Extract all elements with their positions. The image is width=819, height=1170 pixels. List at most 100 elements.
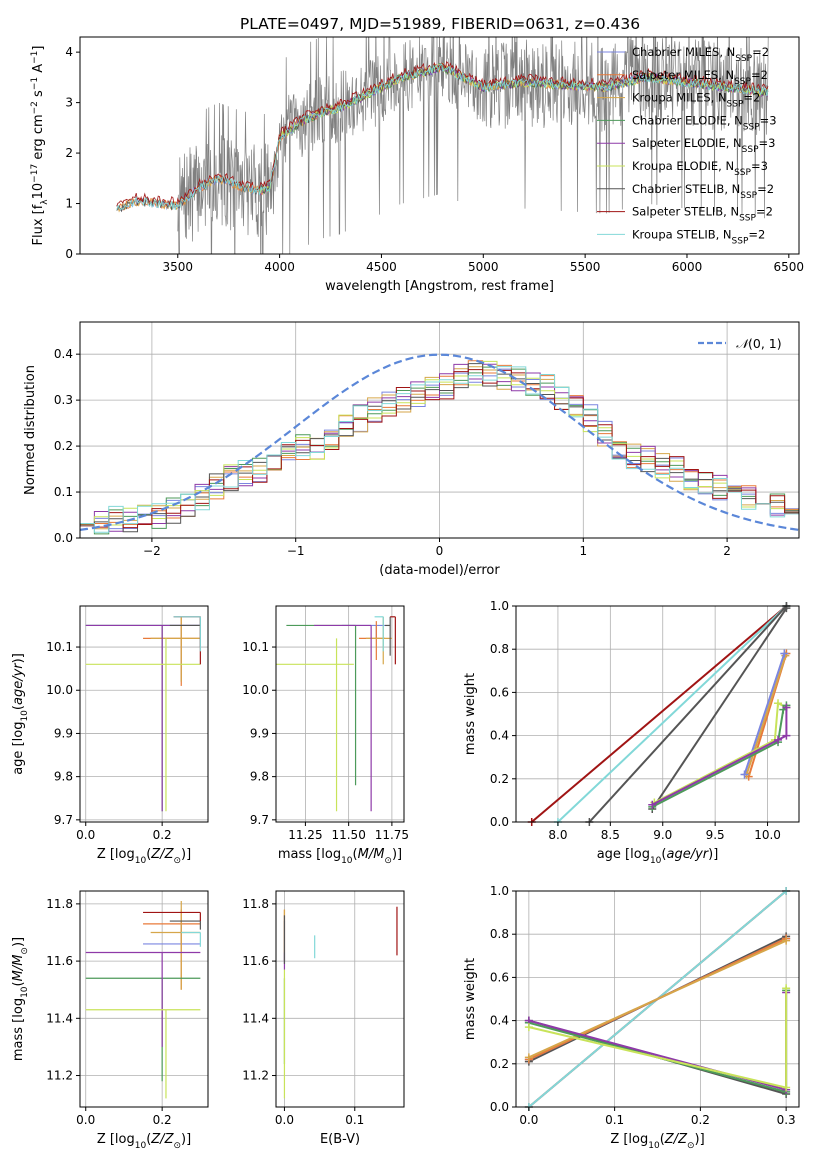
legend-label: 𝒩(0, 1)	[736, 336, 782, 351]
y-tick-label: 11.6	[242, 954, 269, 968]
x-tick-label: 11.50	[331, 828, 365, 842]
x-axis-label: Z [log10(Z/Z⊙)]	[97, 1132, 191, 1151]
model-spectrum-kroupa-stelib	[116, 63, 769, 211]
x-tick-label: 0.0	[76, 1113, 95, 1127]
x-tick-label: 4500	[366, 260, 397, 274]
x-tick-label: 5000	[468, 260, 499, 274]
y-axis-label: age [log10(age/yr)]	[11, 653, 30, 775]
legend-label: Chabrier ELODIE, NSSP=3	[632, 113, 777, 132]
axes-frame	[79, 36, 800, 255]
x-tick-label: 0.1	[605, 1113, 624, 1127]
y-tick-label: 1.0	[490, 884, 509, 898]
x-tick-label: 5500	[570, 260, 601, 274]
y-tick-label: 9.9	[250, 726, 269, 740]
x-tick-label: 11.75	[375, 828, 409, 842]
residuals-panel: −2 −1 0 1 2 0.0 0.1 0.2 0.3 0.4 (data-model)/error…	[23, 321, 800, 578]
y-axis-label: mass [log10(M/M⊙)]	[11, 937, 30, 1061]
histogram-salpeter-elodie	[80, 363, 799, 532]
mass-vs-ebv-panel: 0.0 0.1 11.2 11.4 11.6 11.8 E(B-V)	[242, 890, 405, 1147]
weight-line-salpeter-stelib	[531, 606, 788, 822]
x-tick-label: 0.2	[153, 1113, 172, 1127]
weight-marker	[782, 984, 791, 993]
y-tick-label: 1.0	[490, 599, 509, 613]
x-tick-label: −1	[287, 544, 305, 558]
weight-line-kroupa-elodie	[653, 701, 787, 804]
y-tick-label: 10.0	[46, 683, 73, 697]
x-tick-label: 0	[436, 544, 444, 558]
y-axis-label: mass weight	[463, 958, 478, 1040]
weight-line-kroupa-miles	[528, 939, 787, 1059]
spectrum-panel: 3500 4000 4500 5000 5500 6000 6500 0 1 2 3 4 wavelen…	[30, 36, 805, 294]
weight-line-salpeter-elodie	[651, 707, 788, 806]
y-tick-label: 0.3	[54, 393, 73, 407]
x-tick-label: 11.25	[288, 828, 322, 842]
axes-frame	[515, 890, 800, 1108]
x-axis-label: mass [log10(M/M⊙)]	[278, 847, 402, 866]
x-axis-label: (data-model)/error	[379, 563, 500, 578]
y-tick-label: 0.0	[490, 815, 509, 829]
y-tick-label: 11.8	[242, 897, 269, 911]
x-axis-label: Z [log10(Z/Z⊙)]	[610, 1132, 704, 1151]
x-axis-label: Z [log10(Z/Z⊙)]	[97, 847, 191, 866]
y-tick-label: 9.8	[250, 770, 269, 784]
axes-frame	[515, 605, 800, 823]
y-tick-label: 0.2	[490, 772, 509, 786]
weight-marker	[774, 699, 783, 708]
y-tick-label: 4	[65, 45, 73, 59]
y-tick-label: 11.2	[242, 1069, 269, 1083]
y-tick-label: 0.4	[490, 729, 509, 743]
weight-marker	[782, 703, 791, 712]
x-tick-label: 1	[579, 544, 587, 558]
weight-line-chabrier-stelib	[651, 607, 788, 810]
x-tick-label: 9.5	[706, 828, 725, 842]
histogram-chabrier-stelib	[80, 363, 799, 533]
y-tick-label: 9.9	[54, 726, 73, 740]
x-tick-label: 0.3	[777, 1113, 796, 1127]
y-tick-label: 0	[65, 247, 73, 261]
x-tick-label: 3500	[162, 260, 193, 274]
legend-label: Chabrier STELIB, NSSP=2	[632, 182, 774, 201]
x-axis-label: E(B-V)	[320, 1132, 360, 1147]
y-tick-label: 10.1	[46, 640, 73, 654]
legend-label: Salpeter MILES, NSSP=2	[632, 68, 768, 87]
y-tick-label: 0.1	[54, 485, 73, 499]
y-axis-label: mass weight	[463, 673, 478, 755]
axes-frame	[79, 890, 209, 1108]
y-tick-label: 9.7	[54, 813, 73, 827]
model-spectrum-salpeter-stelib	[116, 61, 769, 207]
charts-layer: 3500 4000 4500 5000 5500 6000 6500 0 1 2 3 4 wavelen…	[11, 36, 805, 1151]
y-tick-label: 0.8	[490, 927, 509, 941]
weight-marker	[782, 1083, 791, 1092]
axes-frame	[275, 890, 405, 1108]
figure-title: PLATE=0497, MJD=51989, FIBERID=0631, z=0…	[240, 15, 640, 33]
y-tick-label: 0.6	[490, 970, 509, 984]
y-tick-label: 2	[65, 146, 73, 160]
y-tick-label: 11.8	[46, 897, 73, 911]
x-tick-label: 2	[723, 544, 731, 558]
axes-frame	[275, 605, 405, 823]
histogram-salpeter-stelib	[80, 369, 799, 529]
y-tick-label: 0.0	[54, 531, 73, 545]
weight-line-chabrier-stelib	[588, 606, 788, 822]
y-tick-label: 0.0	[490, 1100, 509, 1114]
weight-marker	[740, 770, 749, 779]
normal-curve	[80, 353, 799, 531]
legend-label: Chabrier MILES, NSSP=2	[632, 45, 769, 64]
weight-marker	[782, 604, 791, 613]
weight-marker	[782, 731, 791, 740]
x-tick-label: 8.0	[548, 828, 567, 842]
y-tick-label: 11.2	[46, 1069, 73, 1083]
y-tick-label: 0.8	[490, 642, 509, 656]
y-axis-label: Flux [fλ10−17 erg cm−2 s−1 A−1]	[30, 46, 50, 246]
weight-marker	[648, 800, 657, 809]
legend-label: Kroupa STELIB, NSSP=2	[632, 227, 765, 246]
age-vs-z-panel: 0.0 0.2 9.7 9.8 9.9 10.0 10.1 Z [log10(Z/Z⊙)] ag…	[11, 605, 209, 866]
x-tick-label: 0.0	[275, 1113, 294, 1127]
x-axis-label: age [log10(age/yr)]	[597, 847, 719, 866]
y-tick-label: 11.4	[46, 1011, 73, 1025]
y-tick-label: 9.8	[54, 770, 73, 784]
weight-marker	[524, 1053, 533, 1062]
y-tick-label: 10.0	[242, 683, 269, 697]
x-tick-label: 6500	[774, 260, 805, 274]
y-tick-label: 0.4	[54, 347, 73, 361]
